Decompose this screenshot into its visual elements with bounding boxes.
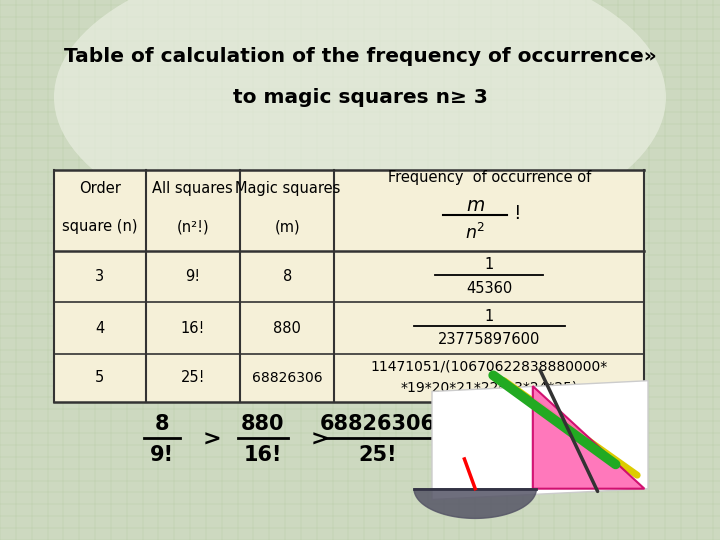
Polygon shape	[414, 489, 536, 518]
Text: All squares: All squares	[153, 181, 233, 197]
Text: >: >	[203, 430, 222, 450]
Text: 9!: 9!	[150, 444, 174, 465]
Text: 8: 8	[282, 269, 292, 284]
Text: !: !	[513, 204, 521, 223]
Text: 9!: 9!	[185, 269, 200, 284]
Polygon shape	[533, 386, 644, 489]
Text: (n²!): (n²!)	[176, 219, 209, 234]
Text: 3: 3	[95, 269, 104, 284]
Text: Frequency  of occurrence of: Frequency of occurrence of	[388, 170, 591, 185]
Text: 4: 4	[95, 321, 104, 335]
Text: 5: 5	[95, 370, 104, 386]
Text: 16!: 16!	[243, 444, 282, 465]
Text: (m): (m)	[274, 219, 300, 234]
Text: 8: 8	[155, 414, 169, 434]
Text: 25!: 25!	[359, 444, 397, 465]
Text: square (n): square (n)	[62, 219, 138, 234]
Text: Magic squares: Magic squares	[235, 181, 340, 197]
Text: Order: Order	[78, 181, 121, 197]
Text: 1: 1	[485, 309, 494, 323]
Ellipse shape	[54, 0, 666, 246]
Text: to magic squares n≥ 3: to magic squares n≥ 3	[233, 87, 487, 107]
Text: >: >	[311, 430, 330, 450]
Text: 16!: 16!	[181, 321, 205, 335]
Text: 880: 880	[274, 321, 301, 335]
Text: 25!: 25!	[181, 370, 205, 386]
Text: 23775897600: 23775897600	[438, 333, 541, 347]
Text: 11471051/(10670622838880000*: 11471051/(10670622838880000*	[371, 359, 608, 373]
Text: *19*20*21*22*23*24*25): *19*20*21*22*23*24*25)	[401, 381, 578, 395]
Text: $\mathit{n}^2$: $\mathit{n}^2$	[465, 223, 485, 244]
Polygon shape	[432, 381, 648, 500]
Text: 68826306: 68826306	[320, 414, 436, 434]
Text: Table of calculation of the frequency of occurrence»: Table of calculation of the frequency of…	[63, 47, 657, 66]
Text: 45360: 45360	[467, 281, 513, 296]
Text: 68826306: 68826306	[252, 371, 323, 385]
Text: $\mathit{m}$: $\mathit{m}$	[466, 195, 485, 215]
Bar	[54, 170, 644, 402]
Text: 880: 880	[241, 414, 284, 434]
Text: 1: 1	[485, 258, 494, 272]
